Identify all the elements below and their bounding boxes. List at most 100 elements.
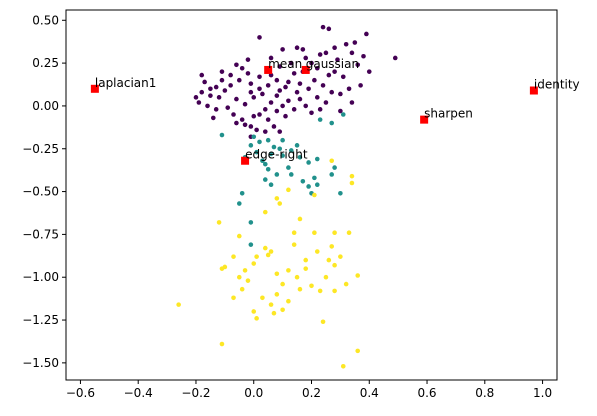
data-point-teal-36 [294,143,300,148]
data-point-teal-11 [297,155,303,160]
data-point-yellow-53 [176,302,181,307]
annotation-label-gaussian: gaussian [306,57,359,71]
y-tick-label: −1.50 [22,356,59,370]
data-point-purple-38 [219,69,225,74]
annotation-label-edge-right: edge-right [245,148,308,162]
data-point-purple-11 [343,41,349,47]
data-point-yellow-0 [329,158,335,164]
x-tick-label: −0.2 [181,386,210,400]
data-point-yellow-5 [274,196,280,201]
data-point-teal-14 [268,151,274,157]
data-point-teal-35 [280,137,285,143]
data-point-purple-5 [294,45,300,50]
data-point-yellow-17 [338,254,343,259]
data-point-purple-8 [300,47,306,52]
data-point-purple-51 [326,72,332,78]
data-point-teal-37 [251,134,257,140]
data-point-teal-30 [312,175,317,181]
data-point-purple-20 [338,91,343,97]
y-tick-label: 0.00 [32,99,59,113]
data-point-yellow-50 [320,319,326,325]
data-point-teal-16 [254,149,259,155]
data-point-yellow-6 [277,201,283,206]
data-point-yellow-36 [251,309,257,314]
data-point-purple-27 [286,98,291,104]
data-point-teal-3 [329,120,335,126]
data-point-yellow-51 [340,364,346,369]
data-point-purple-90 [335,57,340,62]
data-point-purple-41 [248,81,254,86]
data-point-teal-9 [280,153,285,158]
data-point-yellow-38 [260,295,265,301]
data-point-purple-91 [349,50,355,56]
data-point-purple-103 [283,84,288,90]
data-point-yellow-35 [231,295,236,301]
data-point-purple-47 [306,86,311,92]
data-point-purple-93 [245,57,251,62]
data-point-teal-13 [314,156,320,162]
data-point-purple-74 [317,107,323,112]
data-point-purple-0 [320,24,326,30]
data-point-teal-4 [248,143,254,148]
data-point-yellow-8 [297,216,303,222]
data-point-purple-60 [205,103,210,109]
data-point-purple-30 [257,74,262,80]
data-point-teal-33 [248,220,254,225]
data-point-yellow-28 [251,261,257,266]
data-point-purple-82 [262,129,268,134]
data-point-yellow-13 [312,230,317,235]
data-point-teal-20 [262,177,268,182]
data-point-purple-61 [196,100,202,105]
data-point-purple-36 [208,86,213,92]
x-tick-label: 0.2 [302,386,321,400]
data-point-teal-12 [306,160,311,165]
marker-gaussian [301,65,310,74]
data-point-yellow-30 [231,254,236,259]
data-point-yellow-20 [303,257,309,263]
data-point-purple-63 [199,89,205,95]
data-point-purple-14 [314,65,320,71]
data-point-teal-21 [268,182,274,188]
data-point-yellow-40 [274,292,280,297]
data-point-yellow-52 [355,348,361,354]
data-point-purple-95 [219,77,225,83]
data-point-teal-28 [329,172,335,177]
data-point-purple-55 [251,95,257,100]
data-point-teal-34 [248,242,254,247]
annotation-label-sharpen: sharpen [424,107,473,121]
data-point-purple-94 [234,62,239,68]
data-point-purple-96 [213,84,219,90]
y-tick-label: −0.75 [22,227,59,241]
data-point-purple-15 [332,69,337,74]
data-point-yellow-42 [286,298,291,304]
data-point-teal-10 [288,148,294,153]
x-tick-label: 1.0 [533,386,552,400]
data-point-yellow-56 [303,266,309,271]
data-point-purple-101 [257,86,262,92]
data-point-yellow-57 [326,257,332,263]
data-point-purple-10 [332,45,337,50]
data-point-teal-18 [265,167,271,172]
data-point-yellow-7 [262,209,268,215]
data-point-yellow-10 [216,220,222,225]
data-point-purple-50 [329,89,335,95]
data-point-purple-56 [242,101,248,107]
data-point-yellow-54 [219,341,225,347]
data-point-purple-23 [338,108,343,114]
data-point-yellow-39 [268,302,274,307]
data-point-purple-86 [268,55,274,61]
data-point-yellow-34 [239,286,245,292]
data-point-purple-70 [283,113,288,119]
data-point-yellow-33 [236,274,242,280]
data-point-purple-68 [265,117,271,122]
marker-sharpen [420,115,429,124]
data-point-yellow-29 [242,268,248,273]
data-point-purple-64 [231,112,236,117]
data-point-yellow-23 [274,271,280,277]
data-point-yellow-9 [291,230,297,235]
data-point-purple-99 [208,93,213,98]
data-point-teal-2 [317,117,323,122]
annotation-label-mean: mean [268,57,302,71]
y-tick-label: −1.25 [22,313,59,327]
marker-laplacian1 [90,84,99,93]
